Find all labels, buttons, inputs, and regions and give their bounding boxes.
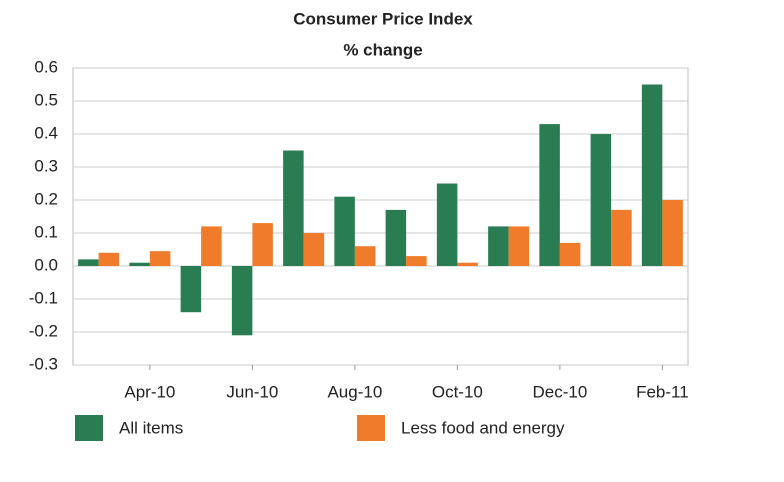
chart-subtitle: % change xyxy=(343,40,422,59)
y-tick-label: 0.2 xyxy=(34,189,58,208)
y-tick-label: -0.1 xyxy=(29,288,58,307)
bar xyxy=(334,196,355,266)
y-tick-label: -0.2 xyxy=(29,321,58,340)
y-tick-label: -0.3 xyxy=(29,354,58,373)
y-tick-label: 0.6 xyxy=(34,57,58,76)
bar xyxy=(508,226,530,266)
bar xyxy=(436,183,458,266)
bar xyxy=(231,266,253,336)
y-tick-label: 0.3 xyxy=(34,156,58,175)
bar xyxy=(406,256,427,266)
legend-label: Less food and energy xyxy=(401,418,565,437)
bar xyxy=(641,84,663,266)
bar xyxy=(559,242,581,266)
bar xyxy=(385,209,407,266)
bar xyxy=(180,266,202,313)
legend-swatch xyxy=(75,415,103,441)
bar xyxy=(457,262,478,266)
y-tick-label: 0.4 xyxy=(34,123,58,142)
y-tick-label: 0.5 xyxy=(34,90,58,109)
bar xyxy=(354,246,376,266)
x-tick-label: Apr-10 xyxy=(124,382,175,401)
x-tick-label: Oct-10 xyxy=(432,382,483,401)
legend-swatch xyxy=(357,415,385,441)
y-tick-label: 0.1 xyxy=(34,222,58,241)
bar xyxy=(539,124,560,266)
bar xyxy=(611,209,632,266)
legend-label: All items xyxy=(119,418,183,437)
chart-title: Consumer Price Index xyxy=(293,9,473,28)
bar xyxy=(78,259,99,266)
bar xyxy=(283,150,304,266)
bar xyxy=(662,200,683,266)
bar xyxy=(129,262,150,266)
x-tick-label: Dec-10 xyxy=(532,382,587,401)
bar xyxy=(590,134,612,266)
x-tick-label: Aug-10 xyxy=(327,382,382,401)
bar xyxy=(252,223,273,266)
bar xyxy=(98,252,120,266)
bar xyxy=(488,226,509,266)
bar xyxy=(303,233,325,266)
x-tick-label: Jun-10 xyxy=(226,382,278,401)
bar xyxy=(201,226,222,266)
x-tick-label: Feb-11 xyxy=(636,382,689,401)
bar xyxy=(149,251,171,266)
y-tick-label: 0.0 xyxy=(34,255,58,274)
